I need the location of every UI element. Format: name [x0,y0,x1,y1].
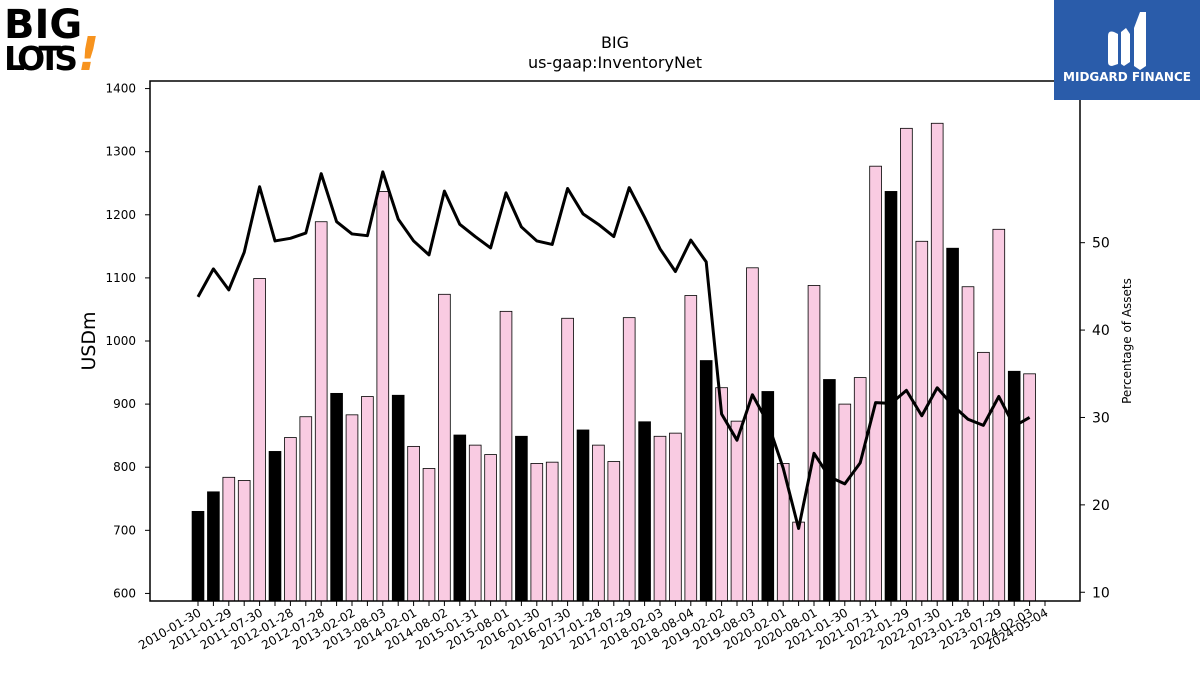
bar-2014-11-01 [484,454,497,602]
bar-2015-05-02 [515,435,528,602]
bar-2017-10-28 [669,432,682,602]
bar-2020-02-01 [807,285,821,602]
bar-2016-10-29 [607,461,621,602]
y-axis-left: 600 700 800 900 1000 1100 1200 1300 1400 [105,82,150,600]
y-axis-right: 10 20 30 40 50 [1080,236,1110,601]
bar-2021-07-31 [900,127,913,602]
bar-2014-02-01 [438,293,451,602]
big-lots-logo: BIG LOTS ! [4,2,104,81]
y2-tick-label: 20 [1092,498,1110,514]
chart-subtitle: us-gaap:InventoryNet [528,53,702,72]
bar-2010-07-31 [222,476,236,602]
bar-2018-02-03 [684,295,698,602]
bar-2012-01-28 [314,221,328,602]
bar-2021-10-30 [915,240,929,602]
y2-tick-label: 50 [1092,236,1110,252]
bar-2022-10-29 [977,351,990,602]
bar-2017-04-29 [638,421,651,602]
bar-2020-10-31 [853,377,867,602]
bar-2019-11-02 [792,521,805,602]
y-tick-label: 1100 [105,271,136,285]
bar-2020-05-02 [823,379,836,602]
bar-2023-04-29 [1007,370,1021,602]
bar-2013-02-02 [376,191,390,602]
bar-2018-05-05 [699,360,713,602]
bar-2012-10-27 [361,396,374,602]
y-axis-label: USDm [78,311,100,370]
bar-2015-10-31 [545,461,559,602]
y-tick-label: 600 [113,586,136,600]
y2-tick-label: 40 [1092,323,1110,339]
y-tick-label: 1300 [105,145,136,159]
y2-tick-label: 30 [1092,410,1110,426]
y-tick-label: 700 [113,523,136,537]
bar-2022-04-30 [946,247,959,602]
bar-2021-05-01 [884,191,898,602]
bar-2019-02-02 [746,267,759,602]
bar-2017-01-28 [622,317,636,602]
bar-2023-07-29 [1023,373,1036,602]
bar-2012-07-28 [345,414,359,602]
bar-2010-05-01 [207,491,220,602]
bar-2017-07-29 [653,435,667,602]
bar-2013-05-04 [391,394,405,602]
logo-exclamation: ! [78,27,99,76]
bar-2012-04-28 [330,392,343,602]
bar-2021-01-30 [869,165,882,602]
bar-2014-08-02 [468,444,482,602]
bar-2022-01-29 [930,122,944,602]
y-tick-label: 1200 [105,208,136,222]
y2-axis-label: Percentage of Assets [1120,278,1134,404]
bar-2010-01-30 [191,510,205,602]
bar-2016-04-30 [576,429,590,602]
bar-2011-10-29 [299,416,313,602]
bar-2010-10-30 [237,480,251,602]
percentage-line [196,170,1031,530]
bar-2018-11-03 [730,420,744,602]
bar-2022-07-30 [961,286,975,602]
logo-line-lots: LOTS [4,39,78,76]
y-tick-label: 1000 [105,334,136,348]
bar-2011-04-30 [268,451,282,602]
y-tick-label: 900 [113,397,136,411]
bar-2011-01-29 [253,278,266,602]
y2-tick-label: 10 [1092,585,1110,601]
logo-line-big: BIG [4,4,82,48]
bar-2013-11-02 [422,468,436,602]
bar-2016-01-30 [561,317,574,602]
bar-2015-01-31 [499,310,513,602]
midgard-finance-logo: MIDGARD FINANCE [1054,0,1200,100]
midgard-mark-icon [1108,12,1146,70]
bar-2016-07-30 [592,444,605,602]
bar-2023-01-28 [992,228,1006,602]
bar-2015-08-01 [530,463,544,602]
y-tick-label: 800 [113,460,136,474]
chart-title: BIG [601,33,629,52]
midgard-logo-text: MIDGARD FINANCE [1063,70,1191,84]
bar-2020-08-01 [838,403,852,602]
x-axis: 2010-01-302011-01-292011-07-302012-01-28… [136,601,1051,652]
bar-2013-08-03 [407,445,420,602]
bar-2011-07-30 [284,437,297,602]
bars-layer [191,122,1036,602]
y-tick-label: 1400 [105,82,136,96]
bar-2014-05-03 [453,434,467,602]
